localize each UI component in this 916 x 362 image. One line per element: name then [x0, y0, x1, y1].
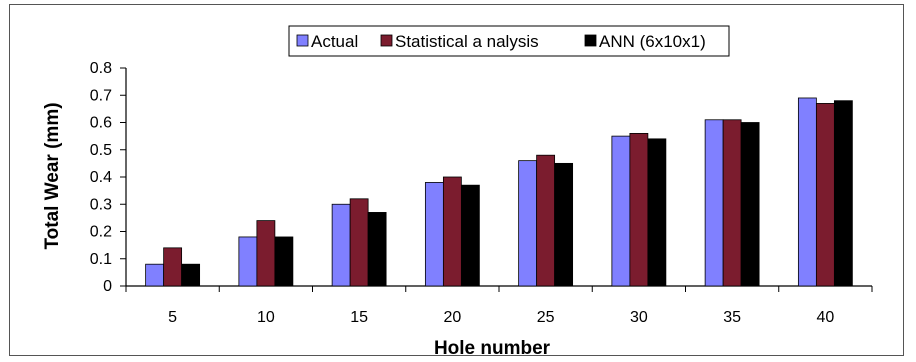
y-tick-label: 0 — [103, 278, 112, 295]
legend-swatch — [380, 34, 393, 47]
x-tick-label: 15 — [350, 309, 368, 326]
y-tick-label: 0.8 — [90, 60, 112, 77]
legend-label: Actual — [311, 32, 358, 51]
legend-swatch — [296, 34, 309, 47]
x-tick-label: 25 — [537, 309, 555, 326]
bar — [797, 97, 817, 287]
bar — [367, 212, 387, 287]
bar — [704, 119, 724, 287]
bar — [815, 103, 835, 287]
bar — [647, 138, 667, 287]
y-tick-label: 0.1 — [90, 251, 112, 268]
bar — [722, 119, 742, 287]
x-tick-label: 10 — [257, 309, 275, 326]
bar — [331, 203, 351, 287]
legend-label: Statistical a nalysis — [395, 32, 539, 51]
x-tick-label: 40 — [816, 309, 834, 326]
y-tick-label: 0.2 — [90, 224, 112, 241]
bar — [145, 263, 165, 287]
legend-label: ANN (6x10x1) — [599, 32, 706, 51]
bar — [460, 184, 480, 287]
y-tick-label: 0.3 — [90, 196, 112, 213]
x-axis-title: Hole number — [434, 338, 551, 359]
x-tick-label: 20 — [443, 309, 461, 326]
legend: Actual Statistical a nalysis ANN (6x10x1) — [288, 25, 730, 57]
y-tick-label: 0.7 — [90, 87, 112, 104]
bar — [611, 135, 631, 287]
y-tick-label: 0.5 — [90, 142, 112, 159]
bars — [145, 97, 853, 287]
bar — [518, 160, 538, 287]
bar — [238, 236, 258, 287]
legend-box — [288, 25, 730, 57]
x-axis: 5 10 15 20 25 30 35 40 — [125, 285, 873, 326]
bar — [833, 100, 853, 287]
bar — [349, 198, 369, 287]
y-axis-title: Total Wear (mm) — [42, 102, 63, 249]
y-tick-label: 0.4 — [90, 169, 112, 186]
bar — [256, 220, 276, 287]
bar — [163, 247, 183, 287]
x-tick-label: 35 — [723, 309, 741, 326]
bar — [181, 263, 201, 287]
bar — [740, 122, 760, 287]
legend-swatch — [584, 34, 597, 47]
bar — [629, 132, 649, 287]
y-tick-label: 0.6 — [90, 115, 112, 132]
bar — [274, 236, 294, 287]
bar — [424, 182, 444, 287]
y-axis: 0 0.1 0.2 0.3 0.4 0.5 0.6 0.7 0.8 — [90, 60, 127, 295]
bar — [442, 176, 462, 287]
x-tick-label: 30 — [630, 309, 648, 326]
x-tick-label: 5 — [168, 309, 177, 326]
bar — [536, 154, 556, 287]
bar — [554, 162, 574, 287]
